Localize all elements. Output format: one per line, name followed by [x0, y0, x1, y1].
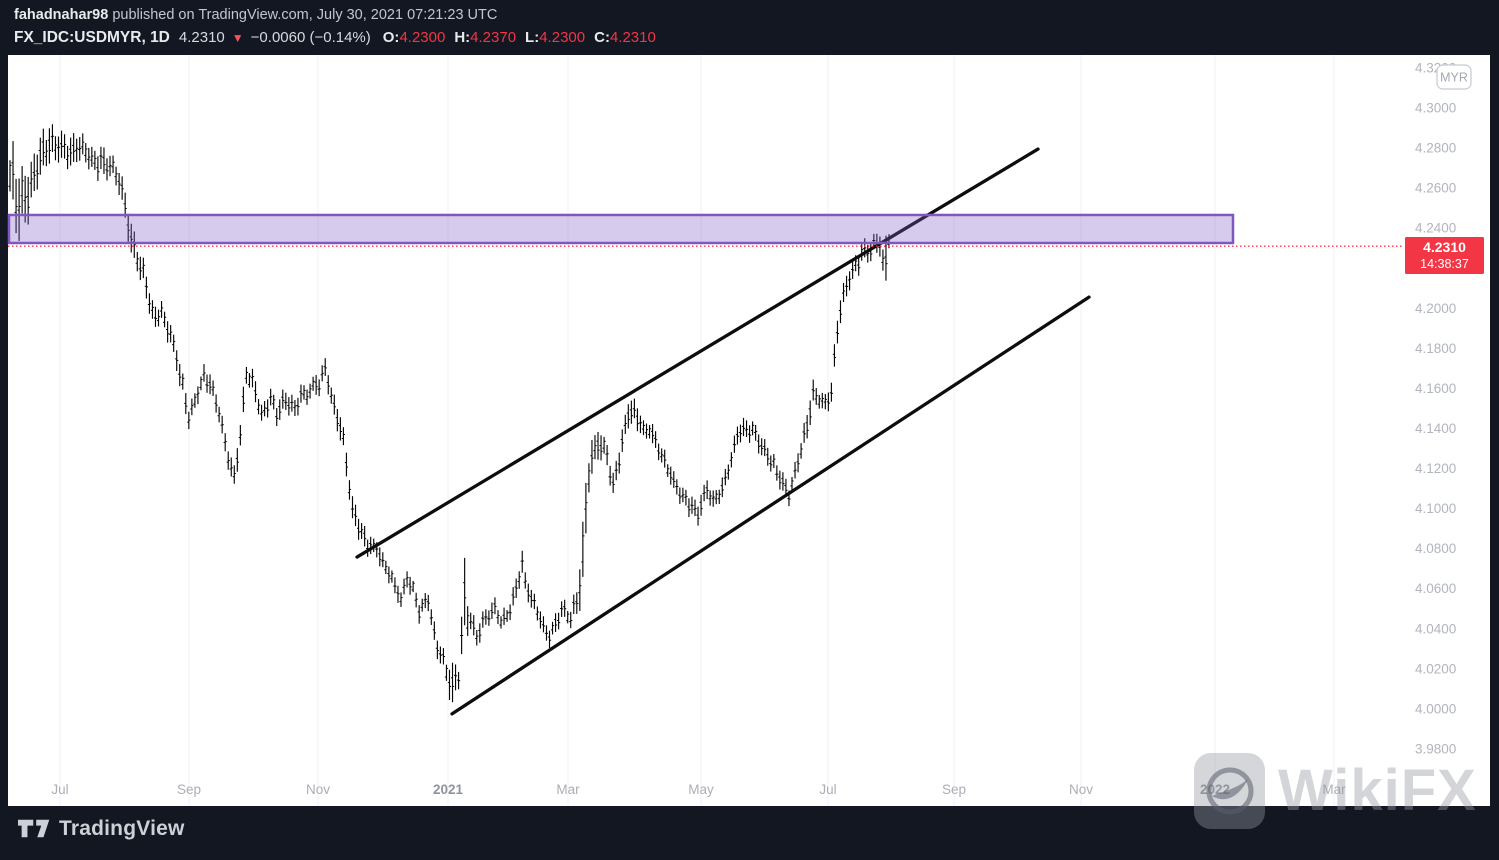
ohlc-item: H:4.2370: [454, 29, 517, 46]
last-price: 4.2310: [178, 29, 225, 46]
tradingview-brand-text[interactable]: TradingView: [59, 816, 185, 840]
svg-text:4.0400: 4.0400: [1415, 621, 1456, 636]
svg-text:4.0000: 4.0000: [1415, 701, 1456, 716]
trendlines: [355, 147, 1091, 716]
svg-text:Mar: Mar: [556, 782, 580, 797]
header: fahadnahar98 published on TradingView.co…: [14, 6, 665, 48]
svg-text:4.2310: 4.2310: [1423, 239, 1466, 255]
svg-text:2021: 2021: [433, 782, 464, 797]
svg-text:4.1800: 4.1800: [1415, 341, 1456, 356]
price-bars: [8, 124, 891, 703]
ohlc-item: O:4.2300: [382, 29, 446, 46]
svg-text:Mar: Mar: [1322, 782, 1346, 797]
tradingview-logo-icon[interactable]: [18, 816, 50, 841]
svg-text:2022: 2022: [1200, 782, 1230, 797]
footer: TradingView: [18, 816, 185, 841]
svg-text:Sep: Sep: [177, 782, 201, 797]
publish-line: fahadnahar98 published on TradingView.co…: [14, 6, 665, 25]
ohlc-list: O:4.2300 H:4.2370 L:4.2300 C:4.2310: [383, 28, 665, 48]
currency-badge: MYR: [1436, 64, 1472, 90]
svg-text:3.9800: 3.9800: [1415, 741, 1456, 756]
svg-text:4.2400: 4.2400: [1415, 221, 1456, 236]
price-change: −0.0060 (−0.14%): [250, 29, 371, 46]
svg-text:4.2000: 4.2000: [1415, 301, 1456, 316]
gridlines: [59, 55, 1335, 806]
resistance-zone: [7, 213, 1235, 245]
symbol-line: FX_IDC:USDMYR, 1D 4.2310 ▼ −0.0060 (−0.1…: [14, 28, 665, 48]
svg-text:Jul: Jul: [51, 782, 68, 797]
svg-text:4.1000: 4.1000: [1415, 501, 1456, 516]
svg-text:Nov: Nov: [1069, 782, 1093, 797]
down-triangle-icon: ▼: [231, 31, 244, 45]
svg-text:4.1600: 4.1600: [1415, 381, 1456, 396]
svg-text:4.2800: 4.2800: [1415, 141, 1456, 156]
svg-text:4.3000: 4.3000: [1415, 101, 1456, 116]
published-text: published on TradingView.com, July 30, 2…: [108, 7, 498, 23]
symbol-name: FX_IDC:USDMYR, 1D: [14, 29, 170, 46]
svg-text:4.0800: 4.0800: [1415, 541, 1456, 556]
svg-text:4.2600: 4.2600: [1415, 181, 1456, 196]
svg-text:14:38:37: 14:38:37: [1420, 257, 1469, 271]
username-link[interactable]: fahadnahar98: [14, 7, 109, 23]
svg-text:4.1400: 4.1400: [1415, 421, 1456, 436]
price-axis: 4.32004.30004.28004.26004.24004.20004.18…: [1415, 60, 1456, 756]
ohlc-item: L:4.2300: [525, 29, 586, 46]
svg-text:May: May: [688, 782, 714, 797]
price-label: 4.2310 14:38:37: [1405, 237, 1484, 274]
ohlc-item: C:4.2310: [594, 29, 656, 46]
svg-text:4.0600: 4.0600: [1415, 581, 1456, 596]
svg-text:Nov: Nov: [306, 782, 330, 797]
svg-text:Sep: Sep: [942, 782, 966, 797]
svg-text:4.1200: 4.1200: [1415, 461, 1456, 476]
svg-text:Jul: Jul: [819, 782, 836, 797]
svg-text:MYR: MYR: [1440, 71, 1468, 85]
svg-text:4.0200: 4.0200: [1415, 661, 1456, 676]
